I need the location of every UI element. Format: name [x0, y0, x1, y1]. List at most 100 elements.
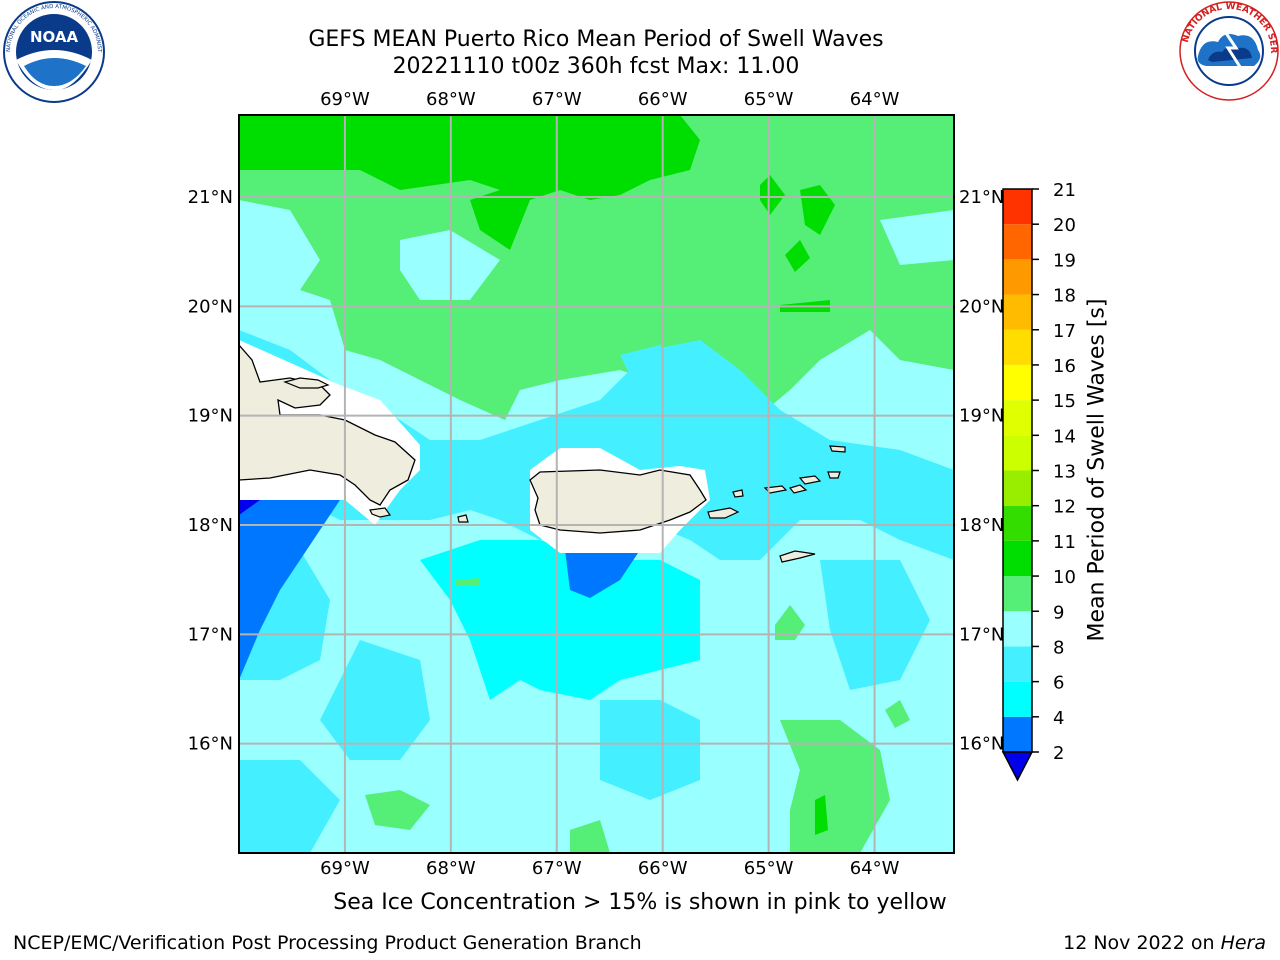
lon-tick-label-top: 65°W	[744, 89, 794, 110]
colorbar-swatch	[1003, 189, 1032, 225]
lon-tick-label-top: 64°W	[850, 89, 900, 110]
colorbar-swatch	[1003, 470, 1032, 506]
field-pocket-nw	[239, 200, 320, 300]
lon-tick-label-top: 67°W	[532, 89, 582, 110]
lat-tick-label-left: 20°N	[188, 296, 233, 317]
chart-subtitle: 20221110 t00z 360h fcst Max: 11.00	[392, 54, 800, 79]
lat-tick-label-left: 19°N	[188, 406, 233, 427]
field-pocket-ne	[880, 210, 954, 265]
field-band-9-10-sw	[365, 790, 430, 830]
sea-ice-note: Sea Ice Concentration > 15% is shown in …	[333, 890, 947, 915]
land-st-john	[788, 484, 808, 494]
lon-tick-label-bottom: 66°W	[638, 858, 688, 879]
colorbar-tick-label: 16	[1053, 356, 1076, 377]
lat-tick-label-right: 20°N	[959, 296, 1004, 317]
lon-tick-label-top: 66°W	[638, 89, 688, 110]
lon-tick-label-bottom: 67°W	[532, 858, 582, 879]
noaa-logo-icon: NOAA NATIONAL OCEANIC AND ATMOSPHERIC AD…	[2, 0, 105, 103]
colorbar-tick-label: 4	[1053, 708, 1064, 729]
map-gridlines	[239, 115, 954, 853]
colorbar-swatch	[1003, 540, 1032, 577]
land-mona	[457, 514, 469, 523]
colorbar-swatch	[1003, 400, 1032, 436]
colorbar-tick-label: 17	[1053, 321, 1076, 342]
field-patch-8-a	[620, 345, 690, 385]
lat-tick-label-left: 21°N	[188, 187, 233, 208]
land-beata	[369, 507, 392, 518]
colorbar-tick-label: 13	[1053, 462, 1076, 483]
land-st-croix	[779, 550, 816, 563]
colorbar-tick-label: 2	[1053, 743, 1064, 764]
svg-text:NOAA: NOAA	[30, 28, 79, 46]
colorbar-swatch	[1003, 646, 1032, 682]
field-spot-g	[815, 795, 828, 835]
colorbar-tick-label: 20	[1053, 215, 1076, 236]
lat-tick-label-right: 17°N	[959, 624, 1004, 645]
colorbar-label: Mean Period of Swell Waves [s]	[1084, 298, 1110, 642]
colorbar-swatch	[1003, 611, 1032, 647]
colorbar-swatch	[1003, 681, 1032, 717]
lat-tick-label-left: 16°N	[188, 734, 233, 755]
colorbar-swatch	[1003, 294, 1032, 330]
colorbar-tick-label: 11	[1053, 532, 1076, 553]
land-tortola	[798, 475, 822, 485]
colorbar-swatch	[1003, 329, 1032, 365]
lat-tick-label-left: 17°N	[188, 624, 233, 645]
colorbar-tick-label: 10	[1053, 567, 1076, 588]
colorbar-tick-label: 15	[1053, 391, 1076, 412]
map-frame	[238, 114, 955, 854]
colorbar-tick-label: 8	[1053, 637, 1064, 658]
colorbar-ticks: 2 4 6 8 9 10 11 12 13 14 15 16 17 18 19 20 21	[1032, 180, 1076, 764]
footer-date: 12 Nov 2022 on Hera	[1063, 932, 1266, 954]
lon-tick-label-top: 68°W	[426, 89, 476, 110]
field-band-2-4-sw	[239, 500, 340, 680]
colorbar-swatches	[1001, 188, 1034, 782]
colorbar-tick-label: 6	[1053, 673, 1064, 694]
nws-logo-icon: NATIONAL WEATHER SERVICE	[1178, 0, 1279, 101]
field-spot-c	[785, 240, 810, 272]
lon-tick-label-bottom: 64°W	[850, 858, 900, 879]
field-band-8-south-b	[320, 640, 430, 760]
footer-date-text: 12 Nov 2022 on	[1063, 932, 1221, 954]
footer-credit: NCEP/EMC/Verification Post Processing Pr…	[13, 932, 642, 954]
field-band-8-south-d	[239, 760, 340, 853]
lat-tick-label-right: 19°N	[959, 406, 1004, 427]
colorbar-swatch	[1003, 259, 1032, 295]
field-band-10-11-a	[239, 115, 500, 190]
field-spot-h	[455, 578, 480, 585]
colorbar-tick-label: 19	[1053, 250, 1076, 271]
colorbar-swatch	[1003, 716, 1032, 752]
lon-tick-label-bottom: 69°W	[320, 858, 370, 879]
colorbar-tick-label: 9	[1053, 602, 1064, 623]
field-band-2-4-pr	[565, 550, 640, 598]
footer-host: Hera	[1220, 932, 1266, 954]
colorbar-tick-label: 14	[1053, 426, 1076, 447]
colorbar-extend-low	[1001, 751, 1034, 782]
lat-tick-label-right: 18°N	[959, 515, 1004, 536]
colorbar-tick-label: 12	[1053, 497, 1076, 518]
field-band-8-mid	[239, 330, 954, 560]
lon-tick-label-bottom: 68°W	[426, 858, 476, 879]
colorbar-tick-label: 18	[1053, 286, 1076, 307]
lon-tick-label-top: 69°W	[320, 89, 370, 110]
colorbar-swatch	[1003, 576, 1032, 612]
lat-tick-label-right: 16°N	[959, 734, 1004, 755]
colorbar-swatch	[1003, 224, 1032, 260]
field-spot-f	[885, 700, 910, 728]
land-culebra	[732, 489, 744, 498]
lat-tick-label-right: 21°N	[959, 187, 1004, 208]
chart-title: GEFS MEAN Puerto Rico Mean Period of Swe…	[308, 27, 884, 52]
land-tortuga	[283, 377, 330, 389]
lon-tick-label-bottom: 65°W	[744, 858, 794, 879]
field-band-8-south-c	[600, 700, 700, 800]
field-spot-a	[760, 175, 785, 215]
lat-tick-label-left: 18°N	[188, 515, 233, 536]
field-spot-e	[775, 605, 805, 640]
land-anegada	[827, 471, 841, 479]
field-band-9-10-s	[570, 820, 610, 853]
colorbar-swatch	[1003, 364, 1032, 401]
colorbar-swatch	[1003, 435, 1032, 471]
colorbar-tick-label: 21	[1053, 180, 1076, 201]
